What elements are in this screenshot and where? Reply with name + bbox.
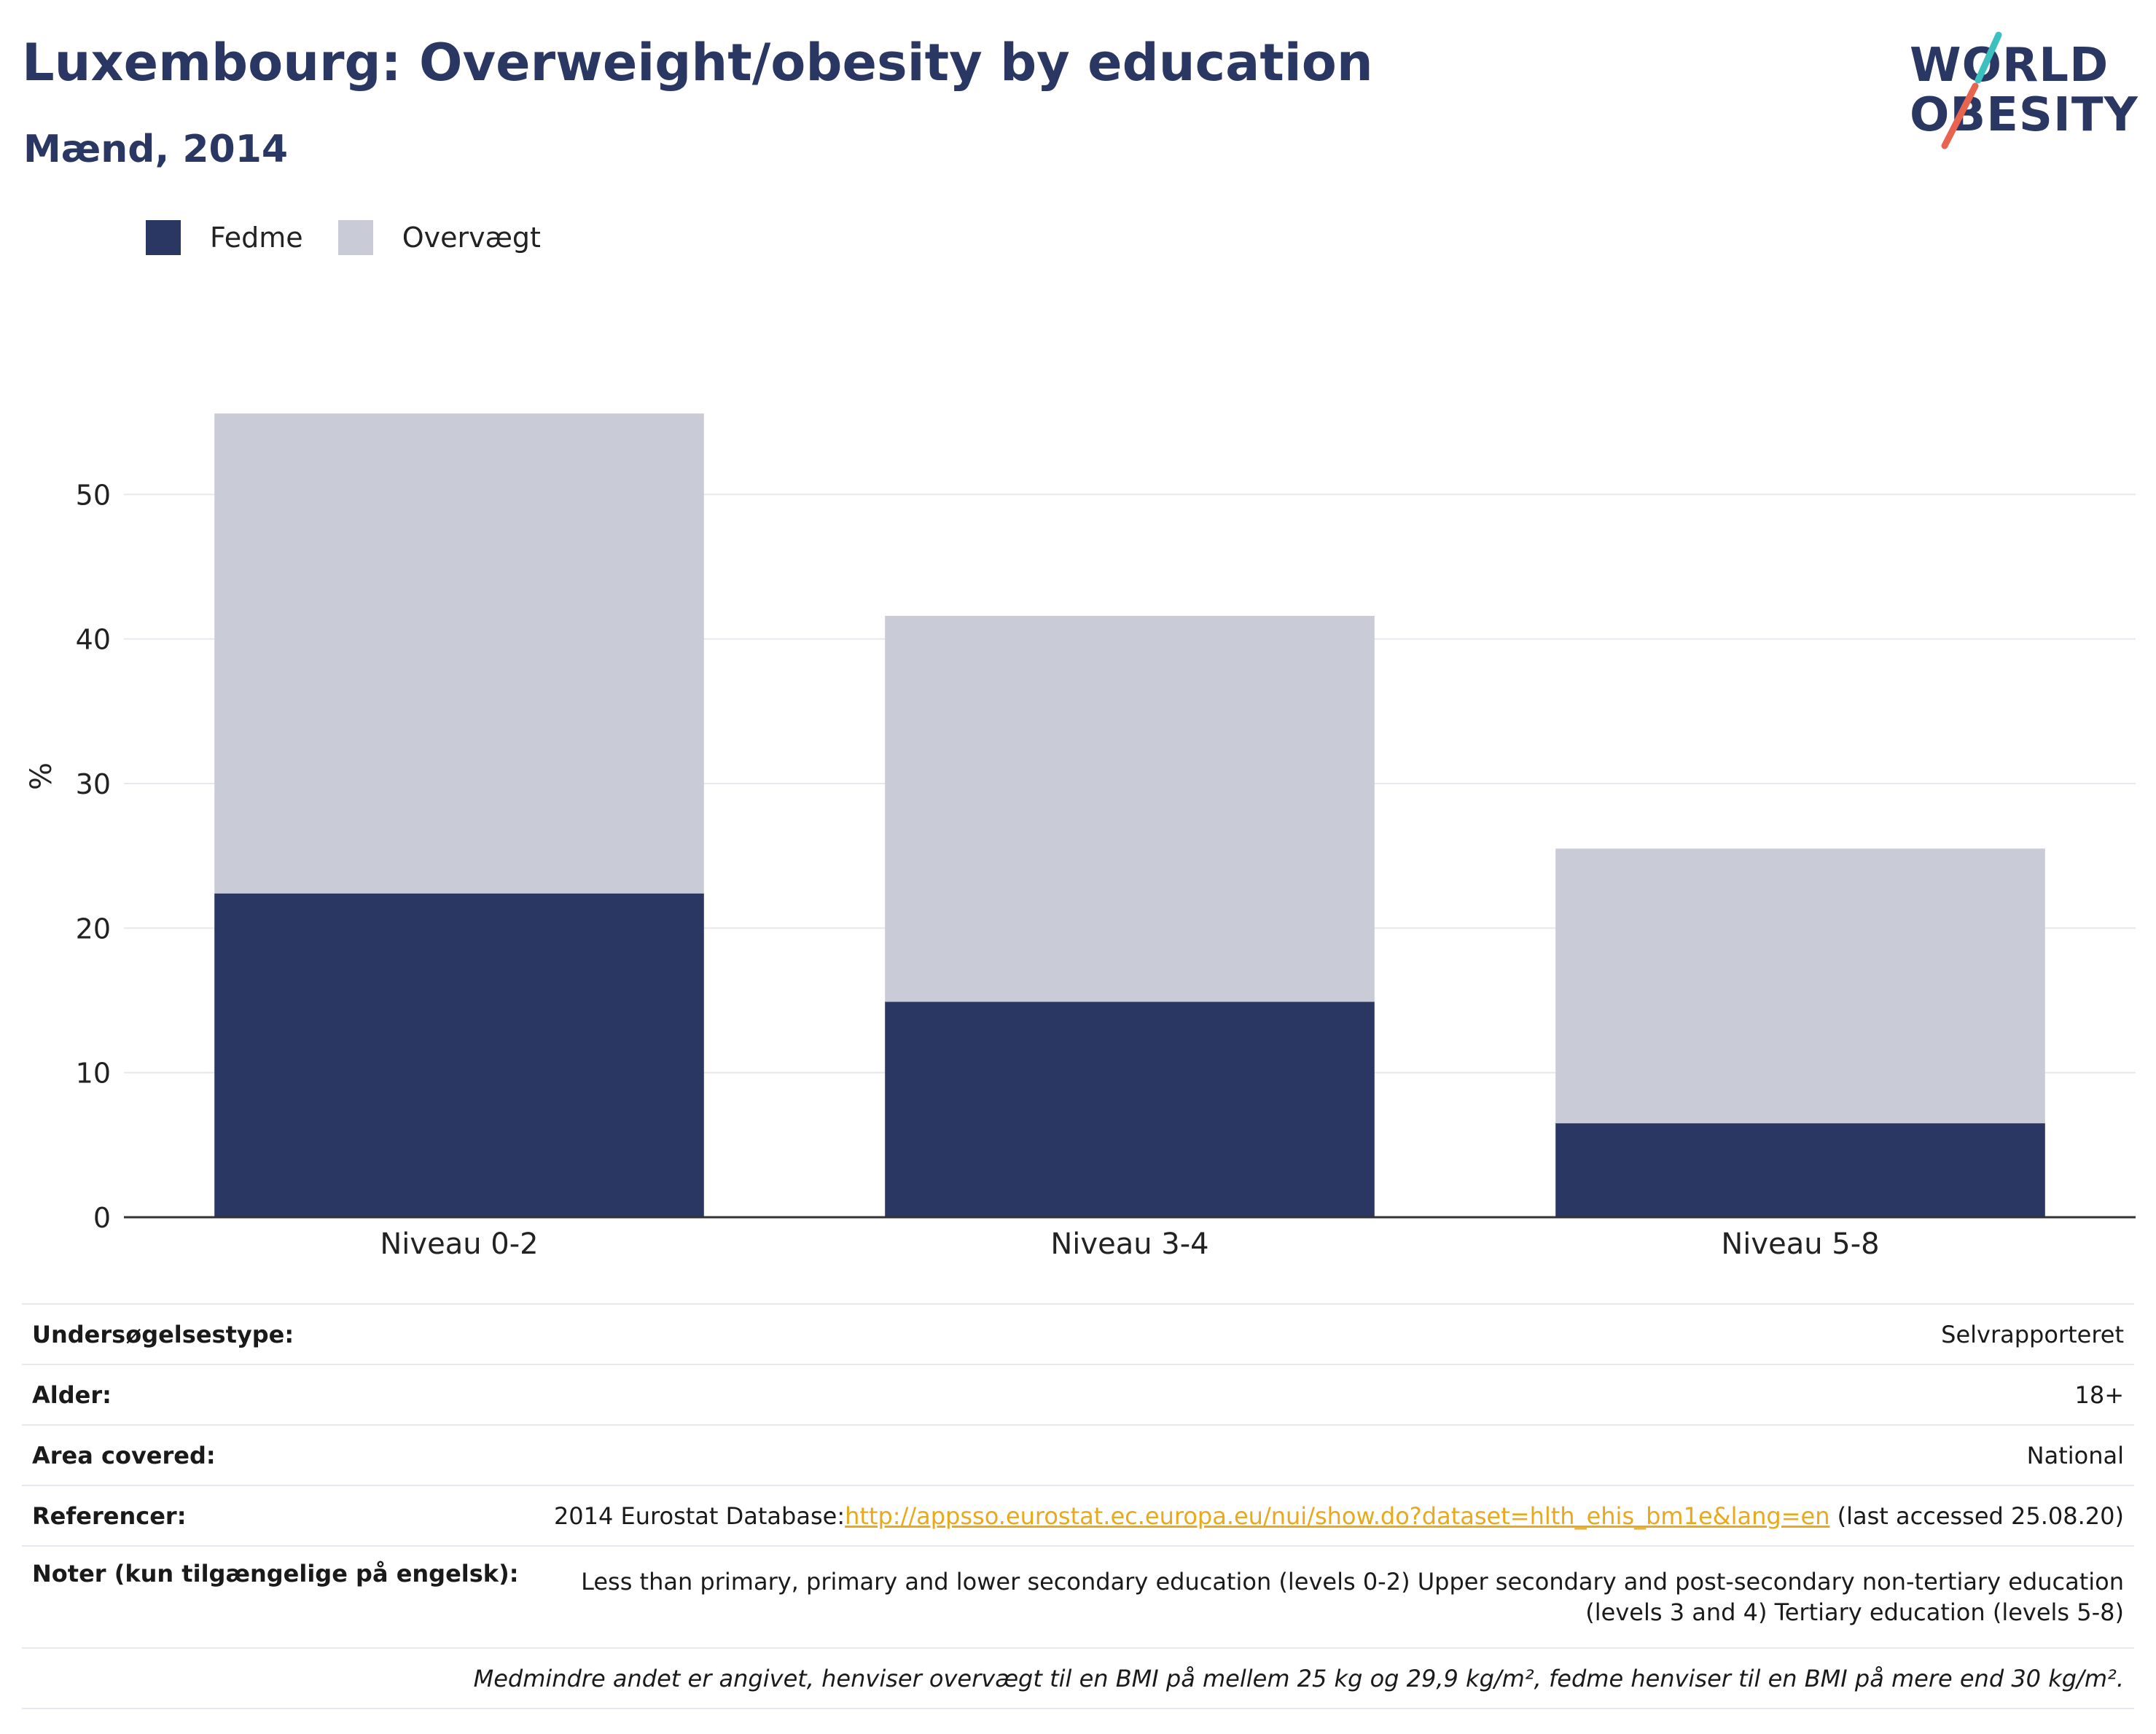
legend-label-fedme: Fedme: [210, 222, 303, 254]
y-tick-label: 0: [93, 1202, 111, 1234]
bar-fedme[interactable]: [885, 1001, 1375, 1217]
info-row-references: Referencer: 2014 Eurostat Database:http:…: [22, 1485, 2134, 1547]
y-tick-label: 50: [76, 479, 111, 511]
references-label: Referencer:: [22, 1485, 533, 1547]
bar-overv-gt[interactable]: [214, 413, 704, 894]
age-label: Alder:: [22, 1364, 533, 1426]
notes-line-1: Less than primary, primary and lower sec…: [581, 1568, 2124, 1596]
logo-word-obesity: OBESITY: [1910, 88, 2139, 142]
notes-label: Noter (kun tilgængelige på engelsk):: [22, 1546, 533, 1649]
references-prefix: 2014 Eurostat Database:: [553, 1501, 845, 1530]
footnote-text: Medmindre andet er angivet, henviser ove…: [22, 1648, 2134, 1709]
references-value: 2014 Eurostat Database:http://appsso.eur…: [532, 1485, 2134, 1547]
bar-fedme[interactable]: [1555, 1123, 2045, 1217]
bar-overv-gt[interactable]: [885, 615, 1375, 1002]
y-axis-label: %: [25, 762, 58, 790]
world-obesity-logo: WORLD OBESITY: [1902, 29, 2143, 153]
bar-chart: 0 10 20 30 40 50 Niveau 0-2 Niveau 3-4 Niveau 5-…: [25, 413, 2136, 1261]
info-row-age: Alder: 18+: [22, 1364, 2134, 1426]
legend-swatch-fedme: [146, 220, 181, 255]
survey-type-value: Selvrapporteret: [532, 1303, 2134, 1365]
area-value: National: [532, 1425, 2134, 1486]
legend-label-overvaegt: Overvægt: [402, 222, 541, 254]
notes-value: Less than primary, primary and lower sec…: [532, 1546, 2134, 1649]
x-tick-label: Niveau 5-8: [1721, 1227, 1879, 1261]
references-link[interactable]: http://appsso.eurostat.ec.europa.eu/nui/…: [845, 1501, 1830, 1530]
notes-line-2: (levels 3 and 4) Tertiary education (lev…: [1585, 1598, 2124, 1626]
legend-swatch-overvaegt: [337, 220, 373, 255]
chart-legend: Fedme Overvægt: [146, 219, 576, 257]
survey-type-label: Undersøgelsestype:: [22, 1303, 533, 1365]
info-row-footnote: Medmindre andet er angivet, henviser ove…: [22, 1648, 2134, 1709]
area-label: Area covered:: [22, 1425, 533, 1486]
logo-slash-icon: [1941, 31, 2002, 149]
y-tick-label: 40: [76, 624, 111, 656]
bar-fedme[interactable]: [214, 893, 704, 1217]
age-value: 18+: [532, 1364, 2134, 1426]
info-table: Undersøgelsestype: Selvrapporteret Alder…: [22, 1303, 2134, 1709]
legend-item-fedme[interactable]: Fedme: [146, 220, 303, 255]
y-tick-label: 10: [76, 1058, 111, 1090]
logo-word-world: WORLD: [1910, 39, 2109, 93]
legend-item-overvaegt[interactable]: Overvægt: [337, 220, 541, 255]
references-suffix: (last accessed 25.08.20): [1829, 1501, 2124, 1530]
bar-overv-gt[interactable]: [1555, 848, 2045, 1124]
info-row-notes: Noter (kun tilgængelige på engelsk): Les…: [22, 1546, 2134, 1649]
chart-subtitle: Mænd, 2014: [23, 128, 289, 171]
x-tick-label: Niveau 3-4: [1050, 1227, 1208, 1261]
info-row-survey-type: Undersøgelsestype: Selvrapporteret: [22, 1303, 2134, 1365]
chart-title: Luxembourg: Overweight/obesity by educat…: [22, 33, 1373, 93]
y-tick-label: 30: [76, 768, 111, 800]
info-row-area: Area covered: National: [22, 1425, 2134, 1486]
y-tick-label: 20: [76, 913, 111, 945]
x-tick-label: Niveau 0-2: [380, 1227, 538, 1261]
